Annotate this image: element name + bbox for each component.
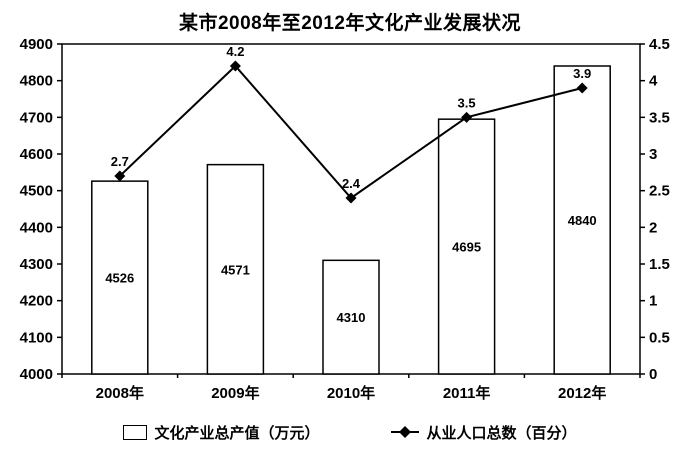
right-axis-label: 2.5 bbox=[649, 183, 670, 200]
right-axis-label: 0.5 bbox=[649, 329, 670, 346]
line-value-label: 3.5 bbox=[458, 95, 476, 110]
left-axis-label: 4700 bbox=[20, 109, 53, 126]
bar-swatch-icon bbox=[123, 424, 148, 440]
line-diamond-icon bbox=[390, 426, 419, 438]
left-axis-label: 4900 bbox=[20, 36, 53, 53]
bar bbox=[322, 259, 380, 375]
line-value-label: 3.9 bbox=[573, 66, 591, 81]
bar-value-label: 4310 bbox=[337, 310, 366, 325]
right-axis-label: 1.5 bbox=[649, 256, 670, 273]
bar-value-label: 4840 bbox=[568, 213, 597, 228]
legend-item-bar: 文化产业总产值（万元） bbox=[123, 422, 320, 443]
line-value-label: 2.4 bbox=[342, 176, 361, 191]
right-axis-label: 3 bbox=[649, 146, 657, 163]
chart-svg: 4000 4100 4200 4300 4400 4500 4600 4700 4800 4900… bbox=[20, 36, 670, 402]
right-axis-label: 2 bbox=[649, 219, 657, 236]
line-value-label: 4.2 bbox=[226, 44, 244, 59]
left-axis-label: 4300 bbox=[20, 256, 53, 273]
x-axis-category-label: 2010年 bbox=[327, 384, 375, 402]
left-axis-label: 4500 bbox=[20, 183, 53, 200]
x-axis-category-label: 2011年 bbox=[443, 384, 491, 402]
right-axis-label: 0 bbox=[649, 366, 657, 383]
bar-value-label: 4571 bbox=[221, 262, 250, 277]
line-marker-icon bbox=[461, 111, 473, 123]
bar bbox=[206, 163, 265, 375]
bar-value-label: 4526 bbox=[105, 271, 134, 286]
bar bbox=[91, 180, 149, 375]
right-axis-label: 4.5 bbox=[649, 36, 670, 53]
left-axis-label: 4600 bbox=[20, 146, 53, 163]
legend-label-line: 从业人口总数（百分） bbox=[426, 424, 577, 442]
left-axis-label: 4200 bbox=[20, 293, 53, 310]
x-axis-category-label: 2008年 bbox=[96, 384, 144, 402]
line-marker-icon bbox=[576, 82, 588, 94]
x-axis-category-label: 2009年 bbox=[211, 384, 259, 402]
x-axis-category-label: 2012年 bbox=[558, 384, 606, 402]
chart-title: 某市2008年至2012年文化产业发展状况 bbox=[178, 13, 522, 34]
right-axis-label: 1 bbox=[649, 293, 657, 310]
bar bbox=[553, 65, 611, 375]
bar-value-label: 4695 bbox=[452, 240, 481, 255]
left-axis-label: 4400 bbox=[20, 219, 53, 236]
right-axis-label: 4 bbox=[649, 73, 658, 90]
right-axis-label: 3.5 bbox=[649, 109, 670, 126]
bar bbox=[437, 118, 496, 375]
line-marker-icon bbox=[345, 192, 357, 204]
line-marker-icon bbox=[229, 60, 241, 72]
line-marker-icon bbox=[114, 170, 126, 182]
legend-item-line: 从业人口总数（百分） bbox=[390, 422, 577, 443]
line-value-label: 2.7 bbox=[111, 154, 129, 169]
left-axis-label: 4800 bbox=[20, 73, 53, 90]
chart-legend: 文化产业总产值（万元） 从业人口总数（百分） bbox=[0, 413, 700, 451]
left-axis-label: 4100 bbox=[20, 329, 53, 346]
legend-label-bar: 文化产业总产值（万元） bbox=[154, 424, 320, 442]
left-axis-label: 4000 bbox=[20, 366, 53, 383]
